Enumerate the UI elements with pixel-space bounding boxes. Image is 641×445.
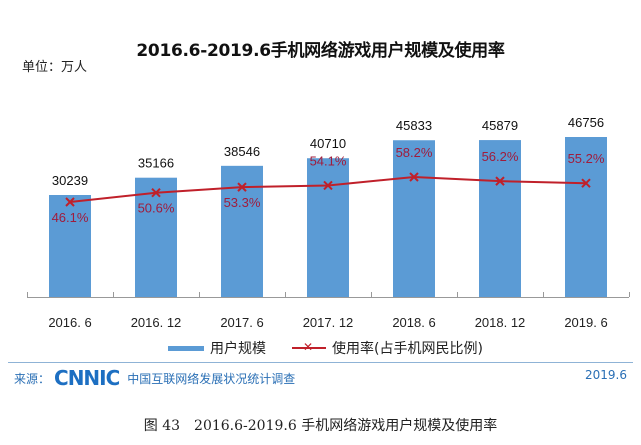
rate-value-label: 53.3% [224,195,261,210]
chart-title: 2016.6-2019.6手机网络游戏用户规模及使用率 [136,41,505,61]
bar [135,177,177,297]
category-label: 2018. 6 [392,315,435,330]
legend-bar-label: 用户规模 [210,341,266,357]
bar-value-label: 45879 [482,118,518,133]
bar-value-label: 30239 [52,173,88,188]
rate-value-label: 58.2% [396,145,433,160]
legend-line-swatch: ✕ [292,340,326,354]
x-marker-icon [409,172,419,182]
source-date: 2019.6 [585,368,627,382]
category-label: 2017. 12 [303,315,354,330]
source-line: 来源： CNNIC 中国互联网络发展状况统计调查 [14,366,295,390]
footer-divider [8,362,633,363]
category-label: 2016. 6 [48,315,91,330]
bar [393,140,435,297]
x-marker-icon [495,176,505,186]
legend-line-label: 使用率(占手机网民比例) [332,341,483,357]
rate-value-label: 55.2% [568,151,605,166]
x-marker-icon [65,197,75,207]
bar-value-label: 45833 [396,118,432,133]
bar [479,140,521,297]
bar [565,137,607,297]
chart-plot: 30239 2016. 6 35166 2016. 12 38546 2017. 6 407… [27,115,630,330]
legend-bar-swatch [168,345,204,351]
category-label: 2018. 12 [475,315,526,330]
bar-value-label: 38546 [224,144,260,159]
cnnic-logo: CNNIC [54,366,120,390]
x-marker-icon: ✕ [303,340,314,354]
bar-value-label: 40710 [310,136,346,151]
x-marker-icon [237,182,247,192]
bar [221,165,263,297]
figure-caption: 图 43 2016.6-2019.6 手机网络游戏用户规模及使用率 [143,418,498,434]
legend: 用户规模 ✕ 使用率(占手机网民比例) [168,338,483,358]
x-marker-icon [151,187,161,198]
unit-label: 单位：万人 [22,60,88,75]
bar [49,195,91,297]
rate-value-label: 50.6% [138,201,175,216]
category-label: 2019. 6 [564,315,607,330]
source-name: 中国互联网络发展状况统计调查 [127,371,296,386]
rate-value-label: 54.1% [310,153,347,168]
bar [307,158,349,297]
category-label: 2017. 6 [220,315,263,330]
x-marker-icon [581,178,591,188]
source-label: 来源： [14,371,51,386]
rate-value-label: 46.1% [52,210,89,225]
bar-value-label: 46756 [568,115,604,130]
category-label: 2016. 12 [131,315,182,330]
x-marker-icon [323,180,333,191]
bar-value-label: 35166 [138,156,174,171]
rate-value-label: 56.2% [482,149,519,164]
